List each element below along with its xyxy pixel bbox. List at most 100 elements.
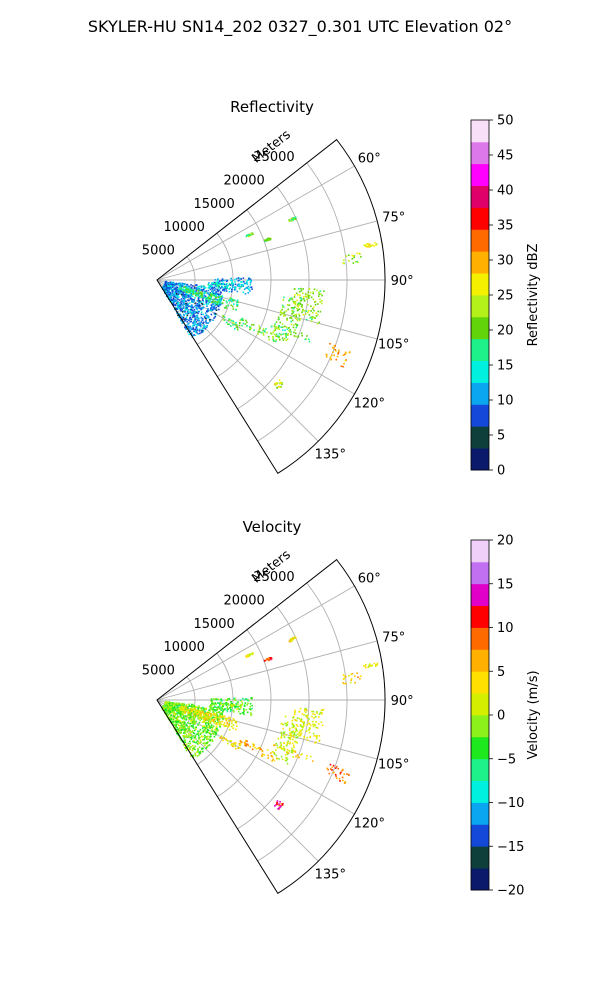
echo-cell [211,739,213,741]
echo-cell [235,702,237,705]
echo-cell [270,658,272,661]
echo-layer [161,216,378,389]
echo-cell [180,722,183,725]
echo-cell [290,320,292,323]
colorbar-label: Velocity (m/s) [526,670,541,759]
echo-cell [238,746,241,749]
echo-cell [227,304,229,307]
echo-cell [203,717,205,720]
echo-cell [208,709,210,711]
echo-cell [185,718,188,721]
echo-cell [290,749,293,752]
echo-cell [281,758,284,761]
echo-cell [281,723,284,726]
echo-cell [257,747,260,749]
echo-cell [187,726,190,728]
echo-cell [292,738,294,741]
echo-cell [277,808,279,810]
echo-cell [251,324,253,326]
colorbar-segment [471,426,489,449]
echo-cell [199,707,202,710]
echo-cell [288,300,290,302]
echo-cell [245,698,248,700]
echo-cell [223,702,225,705]
echo-cell [279,805,282,808]
echo-cell [191,747,194,750]
echo-cell [187,295,189,297]
echo-cell [291,731,294,734]
echo-cell [169,704,171,707]
echo-cell [222,709,224,712]
echo-cell [231,300,233,303]
echo-cell [237,708,240,710]
echo-cell [262,329,265,332]
echo-cell [304,707,306,710]
echo-cell [163,708,165,710]
echo-cell [343,262,345,265]
echo-cell [218,294,221,297]
echo-cell [195,712,198,714]
echo-cell [191,731,193,733]
echo-cell [261,753,264,756]
echo-cell [198,301,200,304]
echo-cell [225,305,228,307]
echo-cell [290,220,293,222]
echo-cell [166,292,169,295]
echo-cell [345,255,348,257]
echo-cell [293,335,296,337]
echo-cell [181,290,183,293]
echo-cell [259,327,261,329]
echo-cell [188,333,191,336]
echo-cell [167,706,170,709]
echo-cell [202,727,204,729]
echo-cell [284,715,287,718]
echo-cell [296,319,299,322]
echo-cell [176,719,179,721]
echo-cell [201,331,204,333]
echo-cell [227,323,229,325]
echo-cell [247,288,250,290]
echo-cell [268,657,271,659]
echo-cell [169,282,171,284]
echo-cell [172,299,174,301]
echo-cell [240,278,242,280]
echo-cell [198,711,201,713]
echo-cell [204,327,207,330]
echo-cell [275,382,277,385]
echo-cell [230,304,233,307]
echo-cell [171,702,174,704]
echo-cell [294,300,297,303]
echo-cell [207,303,210,305]
echo-cell [308,728,310,731]
echo-cell [278,758,280,760]
echo-cell [221,720,223,723]
echo-cell [282,748,284,750]
echo-cell [367,244,370,246]
echo-cell [205,731,207,734]
echo-cell [196,314,199,317]
echo-cell [198,322,200,325]
echo-cell [290,734,293,737]
echo-cell [191,306,193,309]
echo-cell [277,335,280,337]
echo-cell [197,748,199,751]
echo-cell [264,330,266,333]
echo-cell [198,706,201,709]
echo-cell [244,323,247,325]
echo-cell [292,744,295,747]
colorbar-segment [471,715,489,738]
echo-cell [205,727,208,730]
echo-cell [192,744,194,747]
echo-cell [238,284,241,287]
echo-cell [311,318,313,321]
echo-cell [288,220,291,222]
echo-cell [225,725,228,727]
echo-cell [182,703,185,705]
echo-cell [205,718,207,721]
echo-cell [277,385,280,388]
echo-cell [168,704,170,706]
echo-cell [284,337,286,340]
echo-cell [190,712,192,715]
echo-cell [251,288,253,290]
